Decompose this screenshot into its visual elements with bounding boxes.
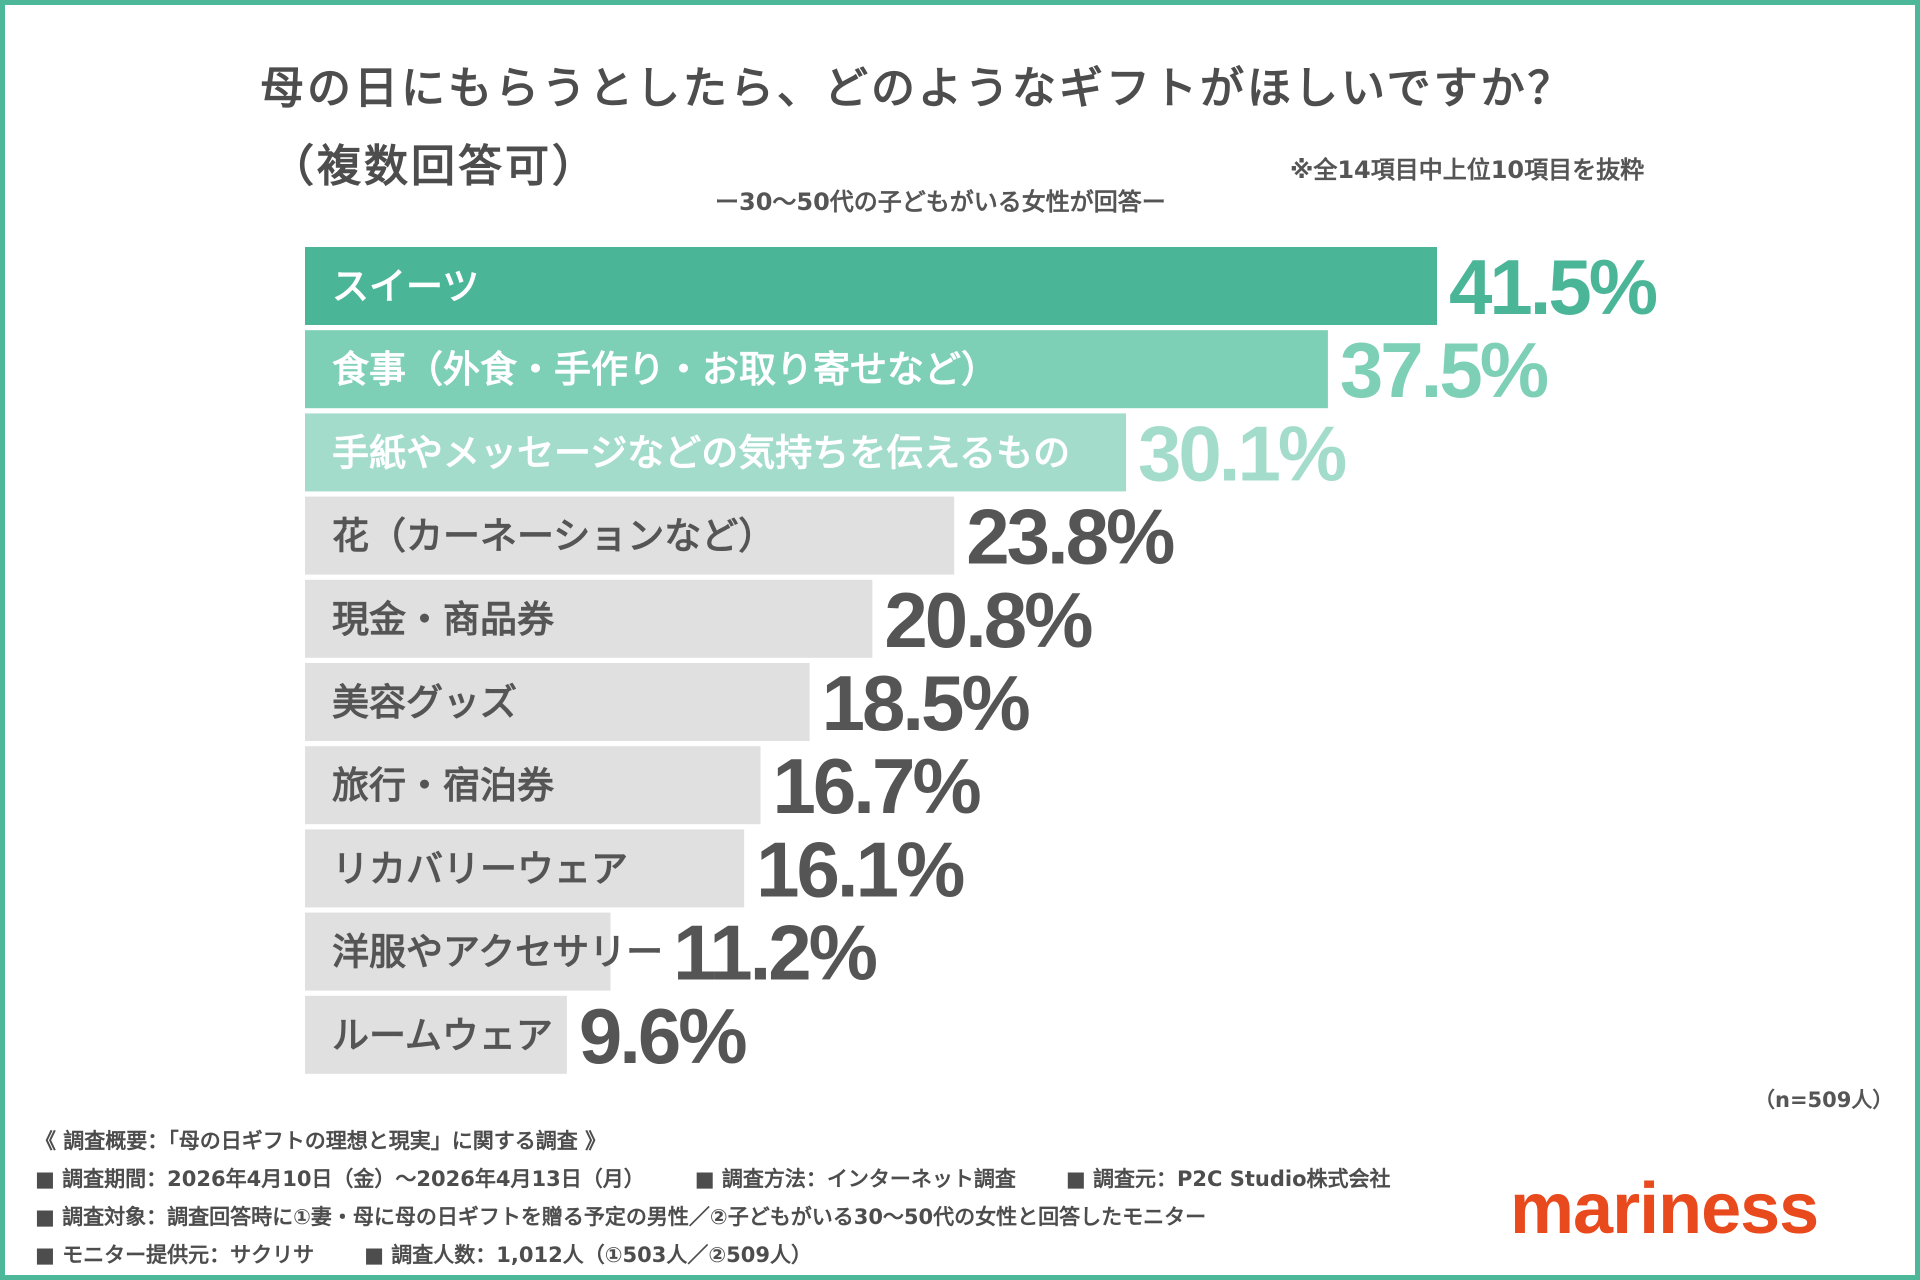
value-label-7: 16.7% [773,742,981,830]
survey-method: ■ 調査方法：インターネット調査 [694,1167,1016,1191]
bar-label-7: 旅行・宿泊券 [332,764,555,807]
survey-provider: ■ モニター提供元：サクリサ [35,1243,315,1267]
survey-target: ■ 調査対象：調査回答時に①妻・母に母の日ギフトを贈る予定の男性／②子どもがいる… [35,1205,1207,1229]
value-label-8: 16.1% [756,825,964,913]
bar-10 [305,995,567,1074]
bar-6 [305,663,810,741]
bar-7 [305,746,761,825]
bar-label-10: ルームウェア [332,1014,553,1057]
value-label-3: 30.1% [1138,409,1346,497]
bar-8 [305,829,745,908]
value-label-6: 18.5% [822,659,1030,747]
survey-row-1: ■ 調査期間：2026年4月10日（金）〜2026年4月13日（月） ■ 調査方法… [35,1160,1391,1198]
bar-chart: スイーツ 41.5% 食事（外食・手作り・お取り寄せなど） 37.5% 手紙やメッセージ… [305,243,1660,1080]
bar-2 [305,330,1328,409]
bar-label-4: 花（カーネーションなど） [332,515,775,558]
bar-label-6: 美容グッズ [332,681,517,724]
survey-row-3: ■ モニター提供元：サクリサ ■ 調査人数：1,012人（①503人／②509人） [35,1236,1391,1274]
bar-label-2: 食事（外食・手作り・お取り寄せなど） [332,348,998,391]
survey-count: ■ 調査人数：1,012人（①503人／②509人） [364,1243,812,1267]
survey-summary: 《 調査概要：「母の日ギフトの理想と現実」に関する調査 》 ■ 調査期間：202… [35,1122,1391,1274]
value-label-1: 41.5% [1449,243,1657,331]
bar-5 [305,579,873,658]
value-label-9: 11.2% [673,909,877,997]
survey-period: ■ 調査期間：2026年4月10日（金）〜2026年4月13日（月） [35,1167,645,1191]
value-label-4: 23.8% [966,493,1174,581]
mariness-logo: mariness [1510,1169,1819,1249]
bar-9 [305,912,611,991]
bar-label-9: 洋服やアクセサリー [332,931,663,974]
survey-source: ■ 調査元：P2C Studio株式会社 [1065,1167,1391,1191]
chart-title: 母の日にもらうとしたら、どのようなギフトがほしいですか？ [260,63,1575,114]
bar-3 [305,413,1127,492]
chart-subtitle: ー30〜50代の子どもがいる女性が回答ー [715,188,1166,216]
sample-size: （n=509人） [1754,1088,1894,1112]
survey-header: 《 調査概要：「母の日ギフトの理想と現実」に関する調査 》 [35,1129,607,1153]
bar-label-1: スイーツ [332,265,479,308]
bar-label-3: 手紙やメッセージなどの気持ちを伝えるもの [332,431,1070,474]
bar-label-8: リカバリーウェア [332,847,628,890]
value-label-5: 20.8% [884,576,1092,664]
bar-label-5: 現金・商品券 [332,598,555,641]
bar-4 [305,496,955,575]
bar-1 [305,247,1437,325]
chart-title-line2: （複数回答可） [270,141,599,192]
chart-note: ※全14項目中上位10項目を抜粋 [1290,156,1645,184]
value-label-2: 37.5% [1340,326,1548,414]
value-label-10: 9.6% [579,992,746,1080]
